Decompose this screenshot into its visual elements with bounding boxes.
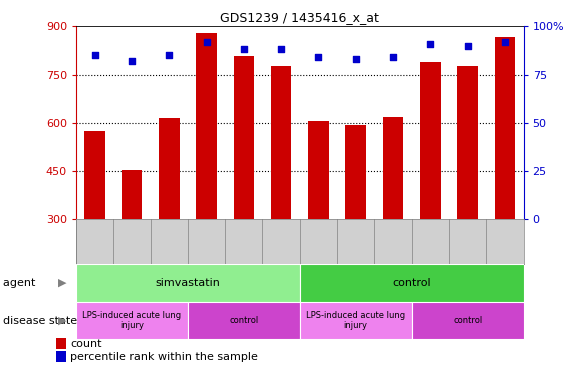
Point	[426, 40, 435, 46]
Text: ▶: ▶	[58, 316, 66, 326]
Bar	[234, 56, 254, 316]
Bar	[188, 302, 300, 339]
Point	[90, 52, 99, 58]
Point	[239, 46, 248, 53]
Bar	[196, 33, 217, 316]
Point	[202, 39, 211, 45]
Bar	[271, 66, 292, 316]
Point	[314, 54, 323, 60]
Point	[351, 56, 360, 62]
Text: ▶: ▶	[58, 278, 66, 288]
Text: agent: agent	[3, 278, 39, 288]
Text: LPS-induced acute lung
injury: LPS-induced acute lung injury	[306, 311, 405, 330]
Point	[388, 54, 397, 60]
Point	[463, 43, 472, 49]
Text: control: control	[453, 316, 482, 325]
Bar	[122, 170, 142, 316]
Text: simvastatin: simvastatin	[155, 278, 220, 288]
Bar	[420, 62, 441, 316]
Bar	[84, 131, 105, 316]
Point	[127, 58, 136, 64]
Text: disease state: disease state	[3, 316, 81, 326]
Bar	[300, 302, 412, 339]
Point	[165, 52, 174, 58]
Bar	[76, 302, 188, 339]
Text: percentile rank within the sample: percentile rank within the sample	[70, 352, 258, 362]
Bar	[495, 36, 515, 316]
Text: control: control	[229, 316, 258, 325]
Text: LPS-induced acute lung
injury: LPS-induced acute lung injury	[82, 311, 181, 330]
Point	[276, 46, 285, 53]
Bar	[159, 118, 180, 316]
Bar	[457, 66, 478, 316]
Bar	[300, 264, 524, 302]
Bar	[76, 264, 300, 302]
Text: control: control	[392, 278, 431, 288]
Bar	[308, 120, 329, 316]
Bar	[412, 302, 524, 339]
Title: GDS1239 / 1435416_x_at: GDS1239 / 1435416_x_at	[220, 11, 379, 24]
Text: count: count	[70, 339, 102, 349]
Point	[501, 39, 510, 45]
Bar	[383, 117, 403, 316]
Bar	[346, 125, 366, 316]
